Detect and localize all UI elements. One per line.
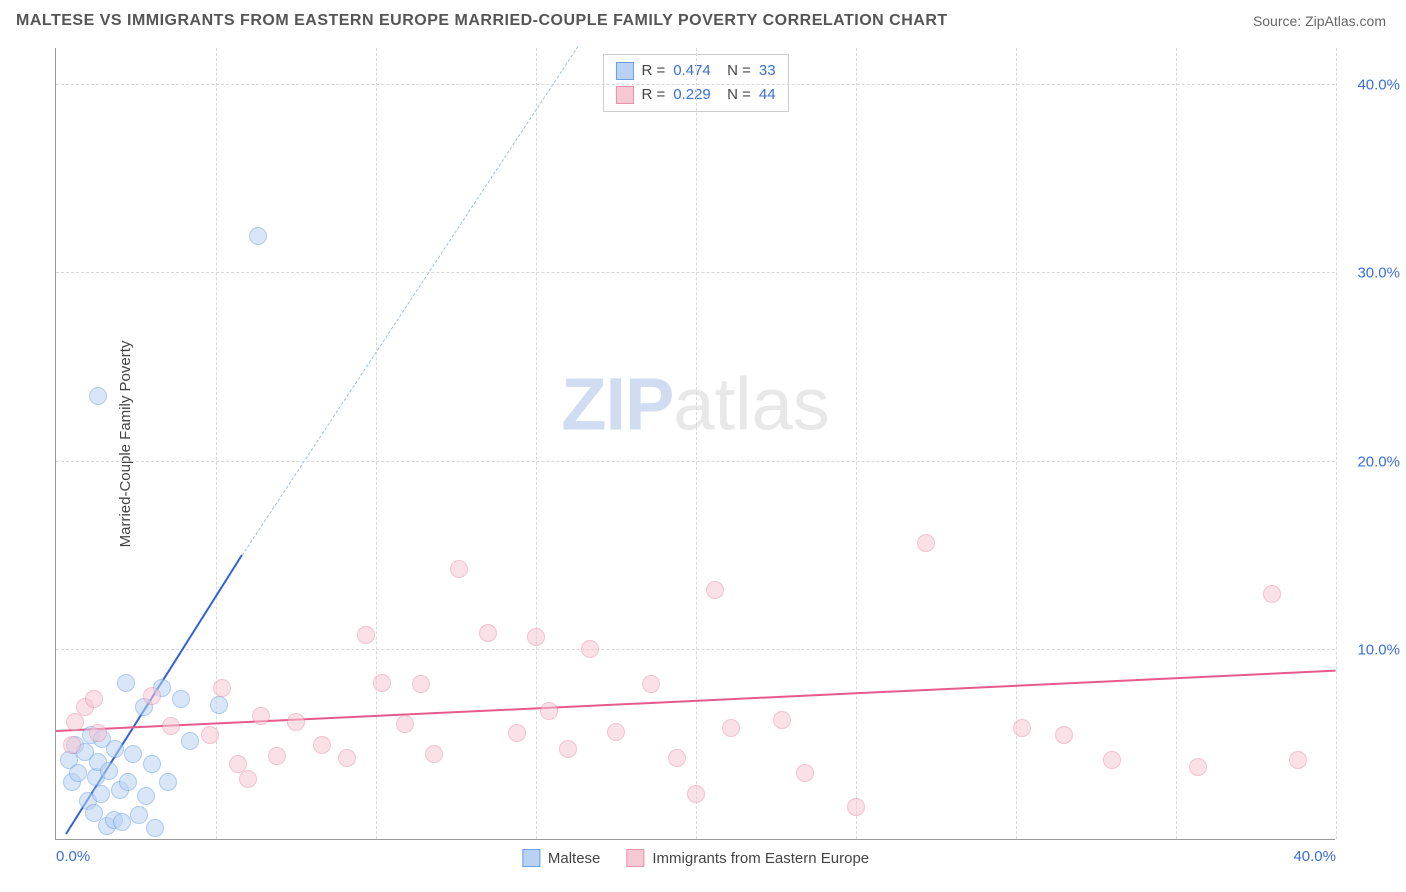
legend-n-label: N = (719, 59, 751, 83)
legend-r-label: R = (641, 83, 665, 107)
data-point (412, 675, 430, 693)
data-point (100, 762, 118, 780)
y-tick-label: 20.0% (1340, 453, 1400, 470)
data-point (1289, 751, 1307, 769)
data-point (668, 749, 686, 767)
data-point (1103, 751, 1121, 769)
data-point (252, 707, 270, 725)
legend-n-value: 33 (759, 59, 776, 83)
source-credit: Source: ZipAtlas.com (1253, 13, 1386, 29)
data-point (213, 679, 231, 697)
y-tick-label: 40.0% (1340, 76, 1400, 93)
y-axis-label: Married-Couple Family Poverty (117, 340, 134, 547)
gridline-vertical (216, 48, 217, 839)
legend-swatch (615, 62, 633, 80)
data-point (450, 560, 468, 578)
data-point (130, 806, 148, 824)
data-point (527, 628, 545, 646)
data-point (66, 713, 84, 731)
legend-n-value: 44 (759, 83, 776, 107)
chart-header: MALTESE VS IMMIGRANTS FROM EASTERN EUROP… (0, 0, 1406, 38)
data-point (607, 723, 625, 741)
data-point (181, 732, 199, 750)
data-point (722, 719, 740, 737)
data-point (796, 764, 814, 782)
data-point (357, 626, 375, 644)
data-point (581, 640, 599, 658)
legend-r-label: R = (641, 59, 665, 83)
legend-swatch (615, 86, 633, 104)
watermark-zip: ZIP (561, 362, 673, 445)
legend-item: Immigrants from Eastern Europe (626, 849, 869, 867)
chart-title: MALTESE VS IMMIGRANTS FROM EASTERN EUROP… (16, 12, 948, 30)
data-point (143, 755, 161, 773)
x-tick-label: 40.0% (1293, 848, 1336, 865)
source-value: ZipAtlas.com (1305, 13, 1386, 29)
data-point (146, 819, 164, 837)
data-point (1055, 726, 1073, 744)
data-point (642, 675, 660, 693)
data-point (540, 702, 558, 720)
data-point (917, 534, 935, 552)
data-point (239, 770, 257, 788)
data-point (847, 798, 865, 816)
gridline-vertical (536, 48, 537, 839)
source-label: Source: (1253, 13, 1305, 29)
data-point (117, 674, 135, 692)
gridline-vertical (1176, 48, 1177, 839)
data-point (508, 724, 526, 742)
scatter-chart: Married-Couple Family Poverty ZIPatlas R… (55, 48, 1335, 840)
data-point (124, 745, 142, 763)
trend-line (241, 46, 578, 556)
data-point (92, 785, 110, 803)
data-point (1013, 719, 1031, 737)
data-point (201, 726, 219, 744)
y-tick-label: 30.0% (1340, 265, 1400, 282)
data-point (162, 717, 180, 735)
data-point (1263, 585, 1281, 603)
data-point (143, 687, 161, 705)
legend-label: Immigrants from Eastern Europe (652, 850, 869, 867)
legend-r-value: 0.229 (673, 83, 711, 107)
data-point (773, 711, 791, 729)
data-point (159, 773, 177, 791)
data-point (249, 227, 267, 245)
data-point (338, 749, 356, 767)
data-point (106, 740, 124, 758)
data-point (113, 813, 131, 831)
data-point (210, 696, 228, 714)
data-point (89, 387, 107, 405)
data-point (479, 624, 497, 642)
data-point (559, 740, 577, 758)
data-point (85, 690, 103, 708)
data-point (425, 745, 443, 763)
data-point (268, 747, 286, 765)
x-tick-label: 0.0% (56, 848, 90, 865)
data-point (69, 764, 87, 782)
legend-label: Maltese (548, 850, 601, 867)
data-point (706, 581, 724, 599)
legend-r-value: 0.474 (673, 59, 711, 83)
data-point (313, 736, 331, 754)
legend-n-label: N = (719, 83, 751, 107)
data-point (172, 690, 190, 708)
legend-item: Maltese (522, 849, 601, 867)
data-point (137, 787, 155, 805)
data-point (373, 674, 391, 692)
gridline-vertical (856, 48, 857, 839)
data-point (396, 715, 414, 733)
legend-swatch (522, 849, 540, 867)
data-point (1189, 758, 1207, 776)
legend-swatch (626, 849, 644, 867)
data-point (287, 713, 305, 731)
data-point (89, 724, 107, 742)
gridline-vertical (376, 48, 377, 839)
data-point (63, 736, 81, 754)
gridline-vertical (696, 48, 697, 839)
gridline-vertical (1336, 48, 1337, 839)
data-point (119, 773, 137, 791)
data-point (687, 785, 705, 803)
y-tick-label: 10.0% (1340, 642, 1400, 659)
series-legend: Maltese Immigrants from Eastern Europe (522, 849, 869, 867)
